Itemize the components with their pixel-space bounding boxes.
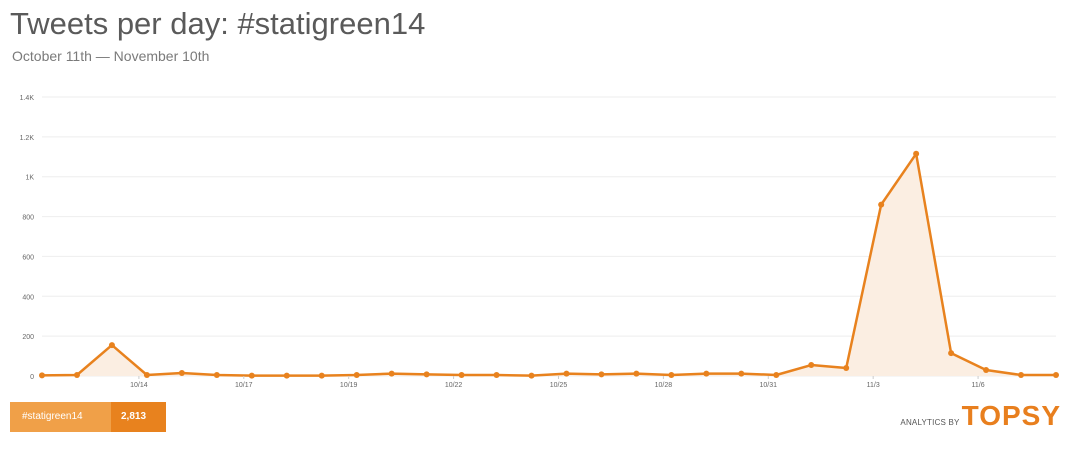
x-tick-label: 10/14 bbox=[130, 382, 148, 389]
data-point bbox=[1053, 372, 1059, 379]
y-tick-label: 1.4K bbox=[20, 95, 35, 102]
data-point bbox=[983, 367, 990, 374]
data-point bbox=[39, 372, 45, 379]
topsy-branding: ANALYTICS BY TOPSY bbox=[900, 400, 1061, 432]
data-point bbox=[808, 362, 815, 369]
data-point bbox=[948, 350, 955, 357]
data-point bbox=[913, 150, 920, 157]
topsy-logo: TOPSY bbox=[961, 400, 1061, 431]
chart-title: Tweets per day: #statigreen14 bbox=[10, 6, 426, 41]
y-tick-label: 800 bbox=[22, 215, 34, 222]
x-tick-label: 10/31 bbox=[760, 382, 778, 389]
tweets-chart: 0 200 400 600 800 1K 1.2K 1.4K 10/14 10/17 10/19 10… bbox=[20, 95, 1059, 389]
x-tick-label: 10/25 bbox=[550, 382, 568, 389]
series-area bbox=[42, 153, 1056, 376]
data-point bbox=[178, 370, 185, 377]
chart-subtitle: October 11th — November 10th bbox=[12, 48, 210, 64]
data-point bbox=[878, 201, 885, 208]
legend: #statigreen14 2,813 bbox=[10, 402, 166, 432]
data-point bbox=[773, 372, 780, 379]
data-point bbox=[248, 372, 255, 379]
data-point bbox=[493, 372, 500, 379]
data-point bbox=[353, 372, 360, 379]
x-tick-label: 10/19 bbox=[340, 382, 358, 389]
data-point bbox=[143, 372, 150, 379]
data-point bbox=[528, 372, 535, 379]
data-point bbox=[423, 371, 430, 378]
data-point bbox=[703, 370, 710, 377]
data-point bbox=[563, 370, 570, 377]
branding-prefix: ANALYTICS BY bbox=[900, 418, 960, 427]
x-tick-label: 10/17 bbox=[235, 382, 253, 389]
legend-series-name[interactable]: #statigreen14 bbox=[10, 402, 111, 432]
x-tick-label: 10/28 bbox=[655, 382, 673, 389]
data-point bbox=[633, 370, 640, 377]
x-tick-label: 11/6 bbox=[972, 382, 985, 389]
data-point bbox=[738, 370, 745, 377]
y-tick-label: 0 bbox=[30, 374, 34, 381]
data-point bbox=[213, 372, 220, 379]
data-point bbox=[598, 371, 605, 378]
y-tick-label: 1.2K bbox=[20, 135, 35, 142]
legend-series-count: 2,813 bbox=[111, 402, 166, 432]
y-tick-label: 1K bbox=[25, 175, 34, 182]
y-tick-label: 400 bbox=[22, 294, 34, 301]
data-point bbox=[1018, 372, 1025, 379]
data-point bbox=[388, 370, 395, 377]
x-tick-label: 11/3 bbox=[867, 382, 880, 389]
data-point bbox=[108, 342, 115, 349]
x-tick-label: 10/22 bbox=[445, 382, 463, 389]
y-tick-label: 600 bbox=[22, 254, 34, 261]
data-point bbox=[73, 372, 80, 379]
series-line bbox=[41, 152, 1056, 377]
data-point bbox=[458, 372, 465, 379]
y-tick-label: 200 bbox=[22, 334, 34, 341]
data-point bbox=[668, 372, 675, 379]
data-point bbox=[283, 372, 290, 379]
data-point bbox=[318, 372, 325, 379]
data-point bbox=[843, 365, 850, 372]
